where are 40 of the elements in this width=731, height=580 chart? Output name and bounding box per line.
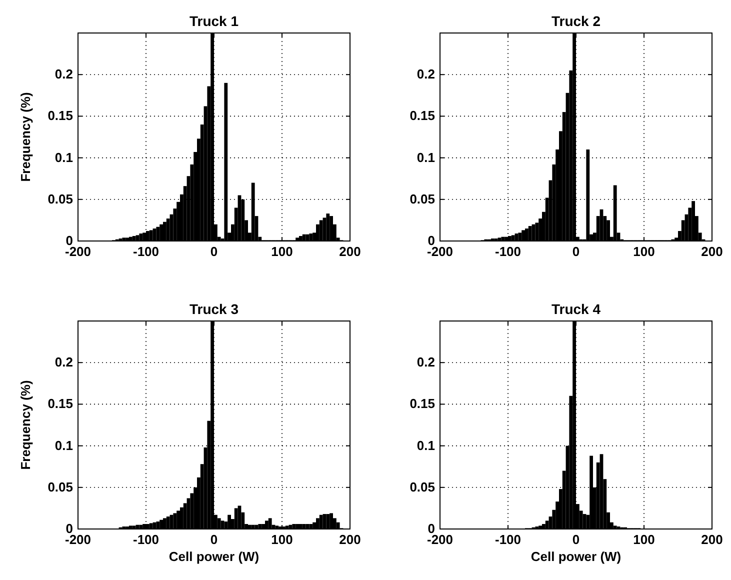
y-axis-title: Frequency (%) bbox=[18, 92, 33, 182]
y-tick-label: 0.2 bbox=[54, 66, 73, 82]
chart-title: Truck 2 bbox=[551, 13, 601, 29]
y-tick-label: 0.1 bbox=[54, 150, 73, 165]
x-axis-title: Cell power (W) bbox=[168, 549, 260, 564]
x-tick-label: 100 bbox=[633, 532, 655, 547]
y-tick-label: 0.05 bbox=[410, 479, 435, 494]
y-tick-label: 0.05 bbox=[48, 479, 73, 494]
y-tick-label: 0.1 bbox=[416, 150, 435, 165]
x-tick-label: 200 bbox=[701, 532, 723, 547]
x-tick-label: 0 bbox=[572, 532, 580, 547]
chart-title: Truck 1 bbox=[189, 13, 239, 29]
x-tick-label: 200 bbox=[701, 244, 723, 259]
x-tick-label: -100 bbox=[494, 244, 522, 259]
x-axis-title: Cell power (W) bbox=[530, 549, 622, 564]
x-tick-label: 200 bbox=[339, 532, 361, 547]
x-tick-label: -100 bbox=[494, 532, 522, 547]
y-tick-label: 0.15 bbox=[410, 396, 435, 412]
x-tick-label: 100 bbox=[633, 244, 655, 259]
x-tick-label: -100 bbox=[132, 244, 160, 259]
y-tick-label: 0.15 bbox=[48, 396, 73, 412]
y-tick-label: 0.15 bbox=[48, 108, 73, 124]
y-tick-label: 0.1 bbox=[54, 438, 73, 453]
y-axis-title: Frequency (%) bbox=[18, 380, 33, 470]
x-tick-label: -100 bbox=[132, 532, 160, 547]
y-tick-label: 0.2 bbox=[54, 354, 73, 370]
chart-title: Truck 3 bbox=[189, 301, 239, 317]
x-tick-label: 100 bbox=[271, 532, 293, 547]
y-tick-label: 0.1 bbox=[416, 438, 435, 453]
y-tick-label: 0.05 bbox=[410, 191, 435, 206]
y-tick-label: 0.2 bbox=[416, 354, 435, 370]
y-tick-label: 0.05 bbox=[48, 191, 73, 206]
x-tick-label: 200 bbox=[339, 244, 361, 259]
chart-title: Truck 4 bbox=[551, 301, 601, 317]
x-tick-label: 100 bbox=[271, 244, 293, 259]
y-tick-label: 0.15 bbox=[410, 108, 435, 124]
x-tick-label: 0 bbox=[572, 244, 580, 259]
x-tick-label: 0 bbox=[210, 532, 218, 547]
y-tick-label: 0.2 bbox=[416, 66, 435, 82]
x-tick-label: 0 bbox=[210, 244, 218, 259]
